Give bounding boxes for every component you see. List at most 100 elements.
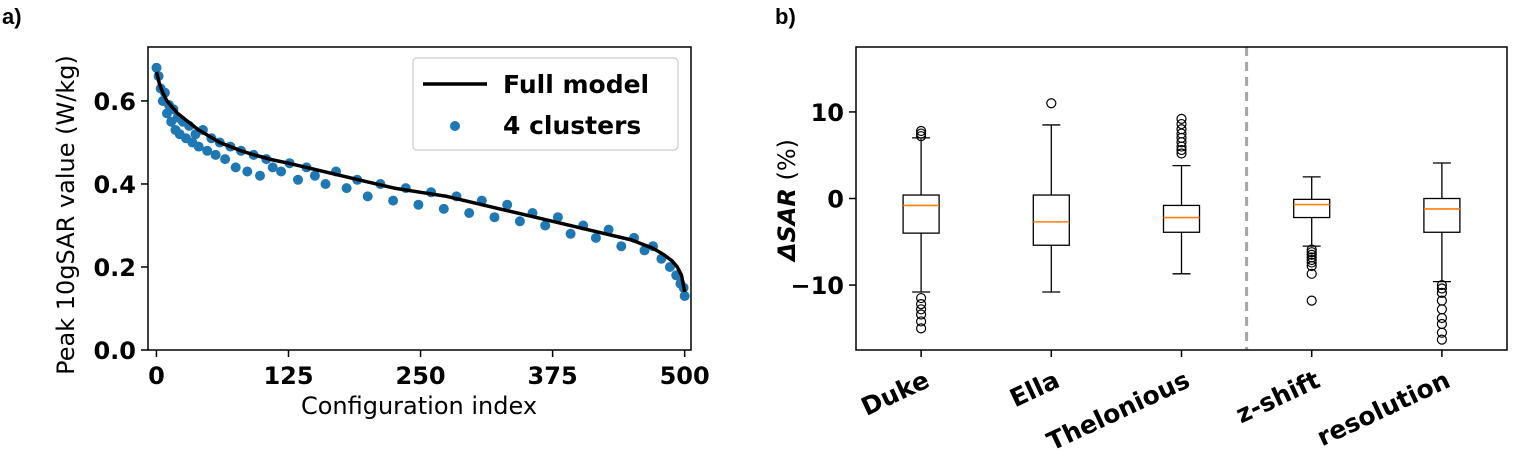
category-label: z-shift: [1231, 365, 1324, 429]
cluster-point: [151, 62, 162, 73]
box-thelonious: [1162, 113, 1201, 275]
outlier-point: [915, 299, 927, 310]
cluster-point: [603, 224, 614, 235]
outlier-point: [915, 316, 927, 327]
cluster-point: [267, 162, 278, 173]
cluster-point: [293, 174, 303, 185]
outlier-point: [1306, 254, 1317, 266]
panel-b-y-axis-label: ΔSAR (%): [773, 139, 801, 263]
iqr-box: [1032, 194, 1070, 246]
cluster-point: [320, 179, 331, 189]
outlier-point: [1176, 124, 1187, 135]
cluster-point: [202, 145, 213, 156]
cluster-point: [255, 170, 265, 181]
legend-dot-swatch: [450, 121, 460, 131]
cluster-point: [565, 228, 576, 239]
panel-a-plot-area: [151, 62, 690, 301]
outlier-point: [1306, 295, 1317, 306]
cluster-point: [190, 129, 201, 140]
outlier-point: [915, 323, 927, 334]
category-label: Ella: [1005, 365, 1064, 413]
cluster-point: [362, 191, 373, 202]
panel-a-y-axis-label: Peak 10gSAR value (W/kg): [52, 55, 80, 375]
cluster-point: [639, 245, 650, 256]
cluster-point: [438, 203, 449, 214]
cluster-point: [230, 162, 241, 173]
iqr-box: [1423, 197, 1461, 233]
outlier-point: [915, 125, 927, 137]
x-tick-label: 0: [148, 362, 165, 390]
cluster-point: [210, 149, 221, 160]
x-tick-label: 500: [660, 362, 710, 390]
iqr-box: [902, 194, 940, 234]
cluster-point: [193, 141, 204, 152]
cluster-point: [616, 241, 627, 252]
outlier-point: [1306, 249, 1317, 260]
outlier-point: [1176, 148, 1187, 159]
outlier-point: [915, 131, 927, 142]
full-model-line: [154, 71, 687, 293]
panel-a-frame: [147, 46, 692, 351]
y-tick-label: 10: [811, 99, 844, 127]
cluster-point: [679, 291, 690, 301]
outlier-point: [1306, 244, 1317, 255]
panel-a: a) 0 125 250 375 500 0.0 0.2 0.4 0.6 Configurat…: [2, 4, 710, 420]
cluster-point: [664, 262, 675, 272]
category-label: resolution: [1312, 365, 1454, 451]
cluster-point: [341, 183, 352, 194]
category-label: Thelonious: [1042, 365, 1194, 451]
box-duke: [902, 125, 940, 334]
y-tick-label: 0.4: [93, 171, 136, 199]
cluster-point: [464, 208, 475, 218]
panel-b-plot-area: [902, 47, 1461, 350]
panel-a-y-ticks: 0.0 0.2 0.4 0.6: [93, 88, 148, 365]
outlier-point: [1306, 268, 1317, 279]
outlier-point: [1306, 260, 1317, 272]
panel-a-legend: Full model 4 clusters: [412, 57, 679, 151]
category-label: Duke: [857, 365, 934, 421]
cluster-point: [552, 212, 563, 223]
outlier-point: [1176, 118, 1187, 130]
outlier-point: [915, 128, 927, 139]
panel-a-x-ticks: 0 125 250 375 500: [148, 350, 710, 390]
outlier-point: [1176, 113, 1187, 124]
y-tick-label: −10: [790, 272, 844, 300]
outlier-point: [1436, 304, 1448, 315]
legend-frame: [412, 57, 679, 151]
outlier-point: [1176, 144, 1187, 156]
outlier-point: [1306, 247, 1317, 258]
y-tick-label: 0: [827, 186, 844, 214]
outlier-point: [1436, 279, 1448, 291]
cluster-point: [502, 199, 513, 210]
outlier-point: [1046, 98, 1057, 109]
iqr-box: [1162, 204, 1201, 233]
legend-full-model: Full model: [503, 70, 649, 99]
outlier-point: [1436, 327, 1448, 338]
outlier-point: [915, 309, 927, 320]
cluster-point: [242, 166, 253, 177]
panel-b-label: b): [775, 4, 796, 29]
y-tick-label: 0.6: [93, 88, 136, 116]
cluster-point: [413, 199, 424, 210]
panel-b-y-axis-symbol: ΔSAR: [773, 188, 801, 263]
cluster-point: [514, 216, 525, 227]
cluster-point: [489, 212, 500, 223]
cluster-point: [276, 166, 287, 177]
panel-a-label: a): [2, 4, 22, 29]
x-tick-label: 375: [528, 362, 578, 390]
outlier-point: [1436, 287, 1448, 298]
cluster-point: [388, 195, 399, 206]
y-tick-label: 0.2: [93, 254, 136, 282]
cluster-point: [540, 220, 551, 231]
outlier-point: [1436, 334, 1448, 345]
outlier-point: [915, 304, 927, 315]
box-z-shift: [1293, 176, 1331, 306]
cluster-point: [590, 232, 601, 243]
outlier-point: [915, 292, 927, 304]
cluster-point: [220, 154, 231, 165]
legend-4-clusters: 4 clusters: [503, 111, 641, 140]
panel-a-x-axis-label: Configuration index: [301, 392, 537, 420]
box-resolution: [1423, 162, 1461, 345]
